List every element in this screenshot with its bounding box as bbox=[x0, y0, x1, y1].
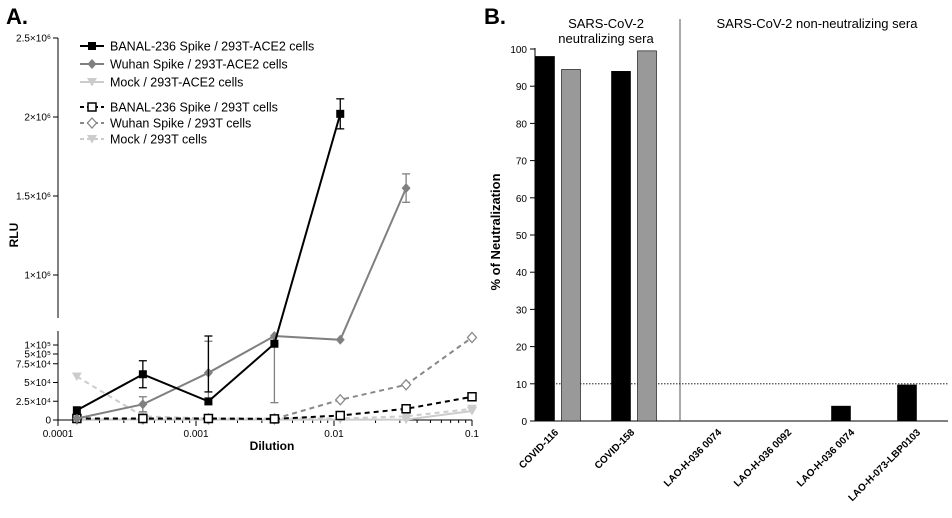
panel-b-y-title: % of Neutralization bbox=[488, 173, 503, 290]
bar bbox=[897, 384, 917, 422]
legend-label: BANAL-236 Spike / 293T cells bbox=[110, 101, 278, 115]
panel-b-y-tick-label: 20 bbox=[516, 343, 528, 354]
data-point bbox=[336, 109, 345, 118]
panel-a-y-tick-label: 1.5×10⁶ bbox=[16, 192, 51, 203]
bar bbox=[831, 405, 851, 422]
panel-a-x-title: Dilution bbox=[250, 439, 295, 453]
panel-b-axes: 0 10 20 30 40 50 60 70 80 90 100 bbox=[510, 19, 948, 428]
legend-item: Mock / 293T-ACE2 cells bbox=[80, 76, 243, 90]
panel-a: A. RLU Dilution 5×10⁵ 1×10⁶ 1.5×10⁶ 2×10⁶ 2.… bbox=[6, 4, 479, 453]
panel-a-x-tick-label: 0.001 bbox=[183, 429, 208, 440]
data-point bbox=[401, 412, 412, 421]
panel-a-y-tick-label: 2.5×10⁴ bbox=[16, 397, 51, 408]
data-point bbox=[269, 414, 280, 424]
category-label: LAO-H-036 0074 bbox=[662, 427, 724, 489]
data-point bbox=[86, 117, 98, 129]
data-point bbox=[72, 406, 81, 415]
panel-a-y-tick-label: 2×10⁶ bbox=[24, 113, 51, 124]
panel-a-y-tick-label: 5×10⁵ bbox=[24, 350, 51, 361]
panel-b-y-tick-label: 50 bbox=[516, 231, 528, 242]
panel-a-legend: BANAL-236 Spike / 293T-ACE2 cells Wuhan S… bbox=[80, 40, 314, 147]
data-point bbox=[270, 339, 279, 348]
category-label: COVID-116 bbox=[517, 427, 561, 471]
data-point bbox=[138, 413, 148, 424]
panel-b-bars bbox=[535, 50, 917, 422]
group-label-neutralizing: neutralizing sera bbox=[558, 31, 654, 46]
category-label: LAO-H-036 0092 bbox=[732, 427, 794, 489]
panel-a-y-tick-label: 1×10⁶ bbox=[24, 271, 51, 282]
panel-a-axes: 5×10⁵ 1×10⁶ 1.5×10⁶ 2×10⁶ 2.5×10⁶ 0 2.5×10⁴ 5×1… bbox=[16, 34, 480, 441]
data-point bbox=[88, 42, 96, 50]
panel-b-y-tick-label: 80 bbox=[516, 119, 528, 130]
panel-a-y-tick-label: 2.5×10⁶ bbox=[16, 34, 51, 45]
legend-item: BANAL-236 Spike / 293T cells bbox=[80, 101, 278, 115]
series-line bbox=[76, 187, 408, 420]
legend-item: Wuhan Spike / 293T-ACE2 cells bbox=[80, 58, 288, 72]
legend-label: Wuhan Spike / 293T cells bbox=[110, 117, 251, 131]
data-point bbox=[87, 59, 97, 69]
legend-item: Mock / 293T cells bbox=[80, 133, 207, 147]
panel-a-x-tick-label: 0.01 bbox=[324, 429, 344, 440]
legend-label: Wuhan Spike / 293T-ACE2 cells bbox=[110, 58, 288, 72]
legend-item: Wuhan Spike / 293T cells bbox=[80, 117, 251, 131]
legend-label: BANAL-236 Spike / 293T-ACE2 cells bbox=[110, 40, 314, 54]
data-point bbox=[334, 393, 346, 406]
panel-b: B. % of Neutralization 0 10 20 30 40 50 60 70 80… bbox=[484, 4, 948, 504]
bar bbox=[535, 56, 555, 422]
data-point bbox=[138, 370, 147, 379]
panel-b-y-tick-label: 100 bbox=[510, 45, 527, 56]
panel-a-y-tick-label: 0 bbox=[45, 416, 51, 427]
panel-b-y-tick-label: 0 bbox=[521, 417, 527, 428]
panel-a-y-tick-label: 1×10⁵ bbox=[24, 341, 51, 352]
legend-label: Mock / 293T-ACE2 cells bbox=[110, 76, 243, 90]
panel-b-label: B. bbox=[484, 4, 506, 29]
data-point bbox=[467, 404, 477, 414]
panel-b-y-tick-label: 30 bbox=[516, 305, 528, 316]
panel-a-y-tick-label: 5×10⁴ bbox=[24, 378, 51, 389]
data-point bbox=[138, 399, 148, 410]
panel-b-y-tick-label: 40 bbox=[516, 268, 528, 279]
panel-b-y-tick-label: 90 bbox=[516, 82, 528, 93]
data-point bbox=[401, 183, 411, 194]
data-point bbox=[203, 413, 214, 424]
data-point bbox=[72, 413, 82, 424]
panel-a-series-line bbox=[72, 98, 345, 415]
panel-b-y-tick-label: 10 bbox=[516, 380, 528, 391]
panel-a-series bbox=[71, 98, 478, 425]
panel-a-x-tick-label: 0.1 bbox=[465, 429, 479, 440]
panel-b-y-tick-label: 60 bbox=[516, 194, 528, 205]
data-point bbox=[87, 102, 97, 112]
legend-label: Mock / 293T cells bbox=[110, 133, 207, 147]
panel-a-x-tick-label: 0.0001 bbox=[43, 429, 74, 440]
bar bbox=[611, 71, 631, 422]
data-point bbox=[467, 392, 477, 402]
legend-item: BANAL-236 Spike / 293T-ACE2 cells bbox=[80, 40, 314, 54]
data-point bbox=[335, 334, 345, 345]
panel-a-y-title: RLU bbox=[7, 223, 21, 248]
panel-a-label: A. bbox=[6, 4, 28, 29]
category-label: COVID-158 bbox=[593, 427, 638, 472]
data-point bbox=[401, 404, 411, 414]
category-label: LAO-H-073-LBP0103 bbox=[847, 427, 924, 504]
data-point bbox=[87, 78, 97, 87]
data-point bbox=[204, 397, 213, 406]
bar bbox=[637, 50, 657, 422]
category-label: LAO-H-036 0074 bbox=[795, 427, 857, 489]
data-point bbox=[466, 331, 478, 344]
data-point bbox=[87, 135, 97, 144]
data-point bbox=[71, 372, 82, 381]
panel-a-series-line bbox=[72, 173, 411, 424]
bar bbox=[561, 69, 581, 422]
data-point bbox=[335, 410, 346, 421]
group-label-neutralizing: SARS-CoV-2 bbox=[568, 16, 644, 31]
group-label-non-neutralizing: SARS-CoV-2 non-neutralizing sera bbox=[717, 16, 919, 31]
panel-b-y-tick-label: 70 bbox=[516, 157, 528, 168]
panel-a-y-tick-label: 7.5×10⁴ bbox=[16, 359, 51, 370]
data-point bbox=[400, 378, 412, 391]
